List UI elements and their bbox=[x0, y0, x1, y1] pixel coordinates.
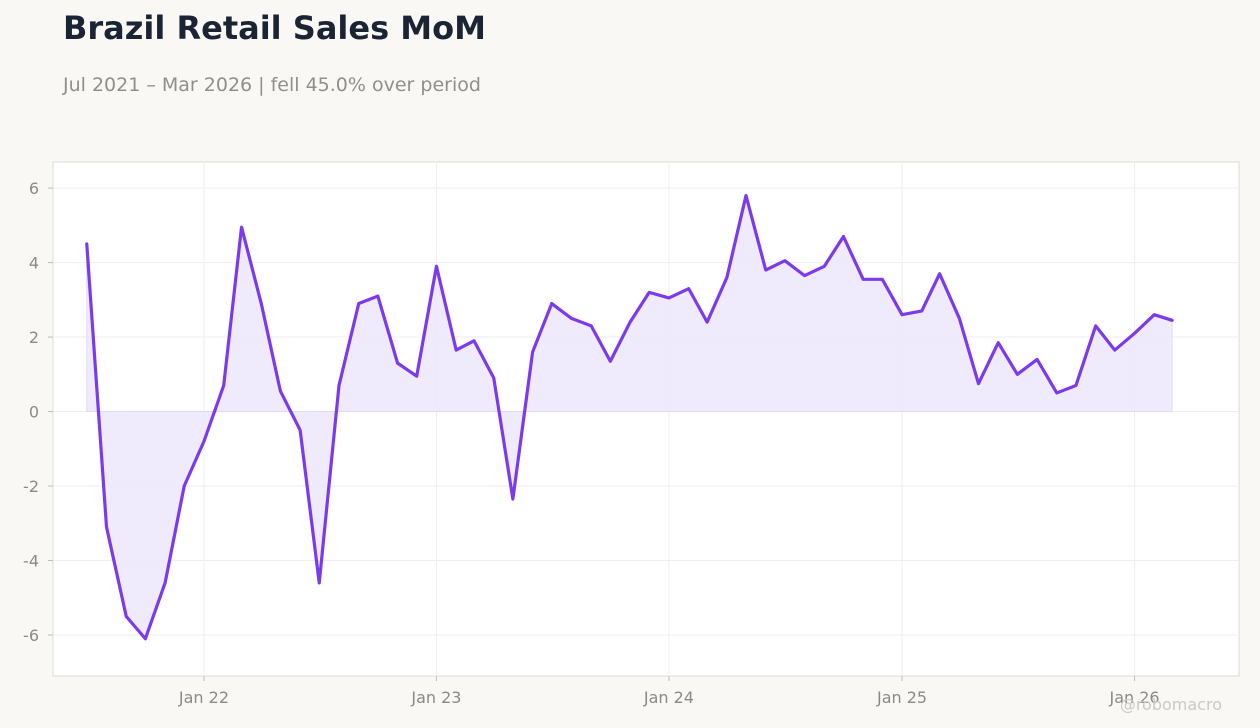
y-tick-label: -6 bbox=[23, 626, 39, 645]
chart-subtitle: Jul 2021 – Mar 2026 | fell 45.0% over pe… bbox=[63, 74, 481, 96]
data-point bbox=[278, 389, 282, 393]
y-tick-label: -2 bbox=[23, 477, 39, 496]
data-point bbox=[454, 348, 458, 352]
data-point bbox=[182, 484, 186, 488]
data-point bbox=[725, 275, 729, 279]
x-tick-label: Jan 22 bbox=[178, 688, 229, 707]
data-point bbox=[492, 376, 496, 380]
data-point bbox=[1055, 391, 1059, 395]
series-line bbox=[85, 193, 1174, 641]
data-point bbox=[531, 350, 535, 354]
axes: -6 -4 -2 0 2 4 6 Jan 22 Jan 23 Jan 24 Jan 25 Jan 26 bbox=[23, 179, 1160, 707]
data-point bbox=[841, 234, 845, 238]
x-tick-label: Jan 25 bbox=[876, 688, 927, 707]
data-point bbox=[143, 637, 147, 641]
y-tick-label: 0 bbox=[29, 403, 39, 422]
data-point bbox=[1152, 313, 1156, 317]
data-point bbox=[996, 341, 1000, 345]
data-point bbox=[511, 497, 515, 501]
data-point bbox=[667, 296, 671, 300]
data-point bbox=[396, 361, 400, 365]
data-point bbox=[124, 614, 128, 618]
data-point bbox=[357, 302, 361, 306]
plot-area bbox=[52, 161, 1240, 677]
data-point bbox=[317, 581, 321, 585]
y-tick-label: 6 bbox=[29, 179, 39, 198]
data-point bbox=[434, 264, 438, 268]
data-point bbox=[163, 581, 167, 585]
data-point bbox=[105, 525, 109, 529]
data-point bbox=[472, 339, 476, 343]
data-point bbox=[376, 294, 380, 298]
data-point bbox=[240, 225, 244, 229]
data-point bbox=[85, 242, 89, 246]
data-point bbox=[589, 324, 593, 328]
data-point bbox=[222, 383, 226, 387]
x-tick-label: Jan 24 bbox=[643, 688, 694, 707]
data-point bbox=[861, 277, 865, 281]
data-point bbox=[900, 313, 904, 317]
data-point bbox=[259, 302, 263, 306]
data-point bbox=[569, 316, 573, 320]
y-tick-label: 4 bbox=[29, 254, 39, 273]
data-point bbox=[744, 194, 748, 198]
data-point bbox=[1113, 348, 1117, 352]
data-point bbox=[1094, 324, 1098, 328]
x-tick-label: Jan 26 bbox=[1108, 688, 1159, 707]
y-tick-label: -4 bbox=[23, 552, 39, 571]
data-point bbox=[880, 277, 884, 281]
data-point bbox=[938, 272, 942, 276]
watermark: @robomacro bbox=[1120, 695, 1222, 714]
data-point bbox=[298, 428, 302, 432]
chart-title: Brazil Retail Sales MoM bbox=[63, 9, 486, 47]
data-point bbox=[976, 382, 980, 386]
data-point bbox=[1035, 357, 1039, 361]
data-point bbox=[1074, 383, 1078, 387]
y-tick-label: 2 bbox=[29, 328, 39, 347]
data-point bbox=[822, 264, 826, 268]
data-point bbox=[647, 290, 651, 294]
data-point bbox=[608, 359, 612, 363]
data-point bbox=[764, 268, 768, 272]
line-layer bbox=[85, 193, 1174, 641]
data-point bbox=[957, 316, 961, 320]
data-point bbox=[1170, 318, 1174, 322]
data-point bbox=[783, 259, 787, 263]
data-point bbox=[705, 320, 709, 324]
data-point bbox=[687, 287, 691, 291]
data-point bbox=[337, 383, 341, 387]
data-point bbox=[628, 320, 632, 324]
data-point bbox=[803, 274, 807, 278]
data-point bbox=[415, 374, 419, 378]
x-tick-label: Jan 23 bbox=[410, 688, 461, 707]
data-point bbox=[1015, 372, 1019, 376]
data-point bbox=[202, 439, 206, 443]
data-point bbox=[1133, 331, 1137, 335]
data-point bbox=[550, 302, 554, 306]
data-point bbox=[920, 309, 924, 313]
